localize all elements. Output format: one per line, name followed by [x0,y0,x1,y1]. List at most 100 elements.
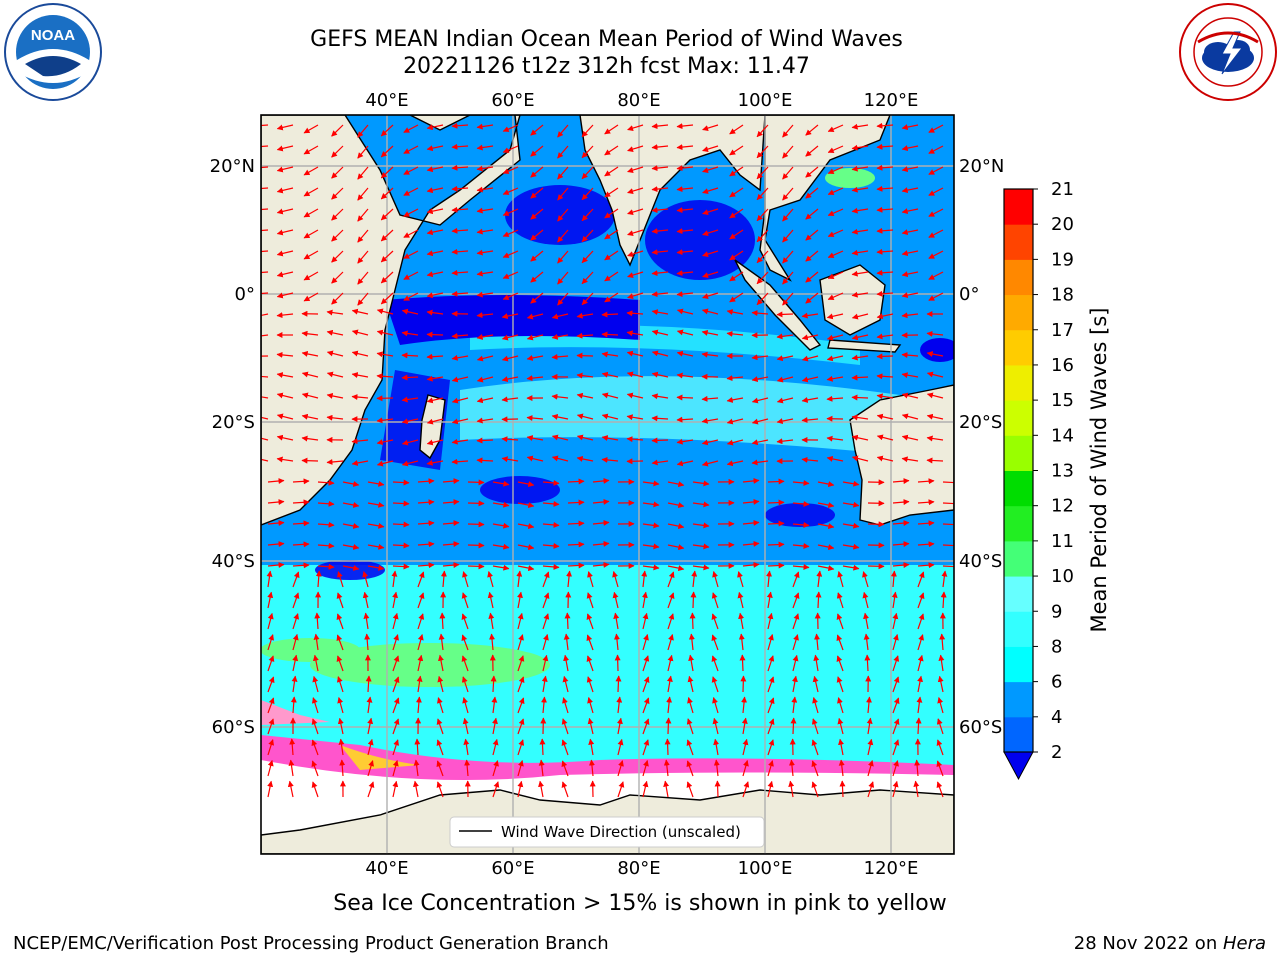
wind-wave-arrow [741,717,748,735]
wind-wave-arrow [712,717,719,735]
noaa-logo-text: NOAA [31,27,75,44]
wind-wave-arrow [827,292,844,300]
wind-wave-arrow [688,654,695,672]
wind-wave-arrow [451,290,469,297]
wind-wave-arrow [939,633,946,651]
wind-wave-arrow [476,270,494,277]
wind-wave-arrow [687,697,694,714]
wind-wave-arrow [303,229,319,239]
wind-wave-arrow [337,571,344,588]
wind-wave-arrow [892,655,900,672]
wind-wave-arrow [805,229,819,241]
wind-wave-arrow [276,187,294,194]
wind-wave-arrow [851,434,869,441]
wind-wave-arrow [876,333,894,340]
wind-wave-arrow [502,124,519,132]
wind-wave-arrow [530,187,544,199]
wind-wave-arrow [876,434,894,441]
wind-wave-arrow [737,591,744,609]
wind-wave-arrow [551,353,569,360]
wind-wave-arrow [261,375,269,378]
wind-wave-arrow [357,166,369,180]
wind-wave-arrow [676,329,694,336]
wind-wave-arrow [380,187,394,200]
wind-wave-arrow [711,592,719,609]
wind-wave-arrow [380,250,394,263]
lon-label-bottom: 80°E [617,858,660,879]
wind-wave-arrow [756,145,769,159]
wind-wave-arrow [926,351,944,357]
wind-wave-arrow [311,760,319,777]
wind-wave-arrow [426,166,444,173]
wind-wave-arrow [651,186,669,193]
wind-wave-arrow [288,759,295,777]
wind-wave-arrow [788,759,795,777]
wind-wave-arrow [686,718,694,735]
wind-wave-arrow [901,229,919,236]
wave-period-zone-dark [480,476,560,504]
wind-wave-arrow [363,612,370,630]
wind-wave-arrow [462,717,469,735]
wind-wave-arrow [487,591,494,609]
wind-wave-arrow [642,676,650,693]
wind-wave-arrow [501,376,519,383]
wave-period-zone-dark [315,560,385,580]
wind-wave-arrow [451,206,469,213]
wind-wave-arrow [492,543,510,550]
wind-wave-arrow [367,501,385,508]
wind-wave-arrow [530,145,544,157]
wind-wave-arrow [261,229,269,232]
wind-wave-arrow [367,564,385,571]
wind-wave-arrow [392,718,400,735]
wind-wave-arrow [401,439,419,446]
wind-wave-arrow [336,592,344,609]
wind-wave-arrow [442,562,460,569]
footer-credit: NCEP/EMC/Verification Post Processing Pr… [13,933,609,954]
wind-wave-arrow [451,248,469,255]
wind-wave-arrow [317,542,335,549]
wind-wave-arrow [557,124,569,138]
wind-wave-arrow [664,738,671,756]
wind-wave-arrow [767,520,785,527]
wind-wave-arrow [604,187,619,198]
wind-wave-arrow [476,291,494,298]
wind-wave-arrow [702,250,719,257]
wind-wave-arrow [816,570,823,588]
wind-wave-arrow [862,591,869,609]
wind-wave-arrow [917,478,935,485]
wind-wave-arrow [502,292,519,300]
wind-wave-arrow [303,124,319,134]
colorbar-segment [1004,646,1033,683]
wind-wave-arrow [812,675,819,693]
wind-wave-arrow [576,392,594,399]
wind-wave-arrow [339,759,346,777]
wind-wave-arrow [801,334,819,341]
wind-wave-arrow [576,434,594,441]
wind-wave-arrow [303,187,319,197]
wind-wave-arrow [526,455,544,462]
wind-wave-arrow [276,208,294,215]
wind-wave-arrow [542,563,560,570]
wind-wave-arrow [451,397,469,404]
wind-wave-arrow [626,350,644,357]
wind-wave-arrow [380,229,394,242]
wind-wave-arrow [627,250,644,257]
wind-wave-arrow [926,435,944,442]
wind-wave-arrow [901,292,919,299]
wind-wave-arrow [357,250,369,264]
wind-wave-arrow [551,393,569,400]
wind-wave-arrow [942,479,954,486]
colorbar-tick-label: 13 [1051,461,1074,482]
wind-wave-arrow [276,292,294,299]
wind-wave-arrow [737,571,744,588]
wind-wave-arrow [756,124,769,138]
wind-wave-arrow [876,122,894,129]
wind-wave-arrow [417,541,435,548]
wind-wave-arrow [726,309,744,315]
wind-wave-arrow [676,416,694,423]
wind-wave-arrow [615,675,622,693]
wind-wave-arrow [331,187,344,200]
wind-wave-arrow [380,271,394,284]
wind-wave-arrow [729,208,744,219]
wind-wave-arrow [926,392,944,399]
